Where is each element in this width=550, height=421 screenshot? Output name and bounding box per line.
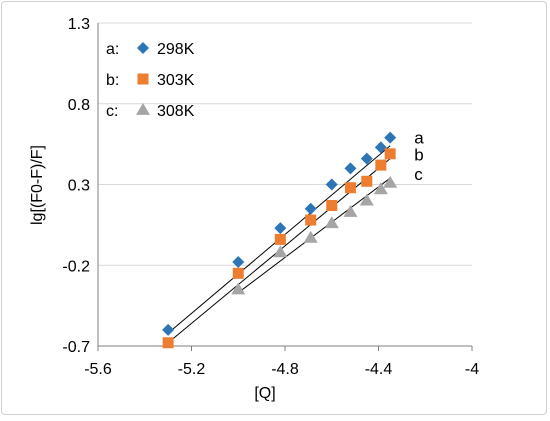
point-308k (231, 282, 246, 295)
axis-layer (97, 23, 473, 351)
grid-layer (98, 22, 472, 347)
point-298k (374, 141, 387, 154)
y-tick-label: -0.2 (62, 258, 90, 275)
legend-marker-303k (137, 73, 149, 85)
tick-label-layer: -0.7 -0.2 0.3 0.8 1.3 -5.6 -5.2 -4.8 -4.4 -4 (62, 16, 479, 378)
legend-marker-298k (137, 42, 149, 54)
point-303k (305, 214, 317, 226)
point-298k (304, 202, 317, 215)
legend-label-308k: 308K (157, 103, 195, 120)
series-end-labels: abc (414, 129, 424, 184)
point-303k (375, 159, 387, 171)
y-tick-label: 0.8 (68, 97, 90, 114)
point-303k (274, 233, 286, 245)
point-298k (344, 162, 357, 175)
legend-label-298k: 298K (157, 41, 195, 58)
series-end-label-a: a (414, 129, 424, 148)
x-tick-label: -4.8 (271, 361, 299, 378)
series-end-label-b: b (414, 146, 423, 165)
point-308k (373, 182, 388, 195)
point-298k (232, 256, 245, 269)
chart-svg: -0.7 -0.2 0.3 0.8 1.3 -5.6 -5.2 -4.8 -4.4 -4 a: 29… (29, 16, 479, 402)
y-tick-label: -0.7 (62, 339, 90, 356)
y-axis-label: lg[(F0-F)/F] (29, 145, 46, 225)
legend-marker-308k (136, 103, 150, 115)
point-298k (384, 131, 397, 144)
legend-prefix-b: b: (106, 72, 119, 89)
point-298k (325, 178, 338, 191)
legend-label-303k: 303K (157, 72, 195, 89)
point-308k (324, 216, 339, 229)
point-308k (383, 175, 398, 188)
point-308k (303, 230, 318, 243)
point-303k (361, 175, 373, 187)
x-tick-label: -5.2 (178, 361, 206, 378)
point-308k (273, 245, 288, 258)
point-298k (360, 152, 373, 165)
x-tick-label: -4 (465, 361, 479, 378)
chart-frame: -0.7 -0.2 0.3 0.8 1.3 -5.6 -5.2 -4.8 -4.4 -4 a: 29… (1, 1, 547, 415)
point-303k (162, 337, 174, 349)
legend: a: 298K b: 303K c: 308K (106, 41, 195, 120)
x-tick-label: -5.6 (84, 361, 112, 378)
series-end-label-c: c (414, 165, 423, 184)
point-308k (359, 193, 374, 206)
y-tick-label: 1.3 (68, 16, 90, 33)
y-tick-label: 0.3 (68, 178, 90, 195)
marker-layer (162, 131, 398, 349)
point-298k (162, 323, 175, 336)
x-tick-label: -4.4 (365, 361, 393, 378)
x-axis-label: [Q] (254, 385, 275, 402)
point-303k (232, 267, 244, 279)
point-303k (344, 182, 356, 194)
point-298k (274, 222, 287, 235)
legend-prefix-c: c: (106, 103, 118, 120)
point-303k (384, 148, 396, 160)
legend-prefix-a: a: (106, 41, 119, 58)
point-303k (326, 199, 338, 211)
point-308k (343, 204, 358, 217)
